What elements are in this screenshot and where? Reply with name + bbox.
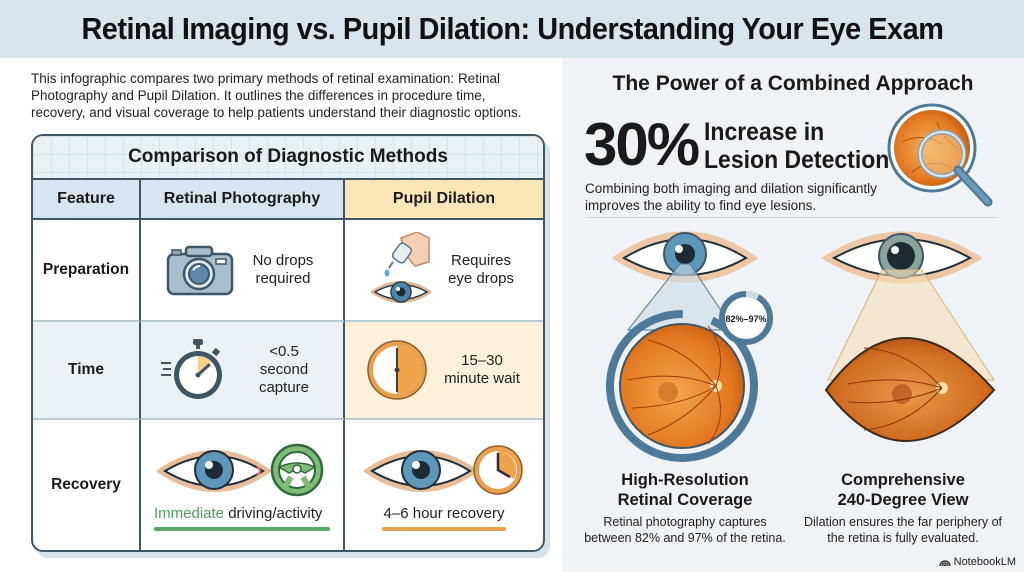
photography-recovery-text: driving/activity	[224, 505, 323, 522]
cell-photography-time: <0.5 second capture	[141, 322, 345, 420]
cell-photography-preparation: No drops required	[141, 220, 345, 322]
dilation-time-text: 15–30 minute wait	[444, 352, 520, 387]
col-header-photography: Retinal Photography	[141, 180, 345, 220]
dilation-title-line1: Comprehensive	[841, 471, 965, 489]
coverage-description: Retinal photography captures between 82%…	[584, 515, 786, 545]
cell-dilation-recovery: 4–6 hour recovery	[345, 420, 543, 550]
notebooklm-logo-icon	[938, 560, 951, 567]
cell-dilation-preparation: Requires eye drops	[345, 220, 543, 322]
branding-text: NotebookLM	[953, 556, 1016, 568]
coverage-title-line1: High-Resolution	[621, 471, 749, 489]
green-underline	[154, 527, 330, 531]
cell-dilation-time: 15–30 minute wait	[345, 322, 543, 420]
col-header-dilation: Pupil Dilation	[345, 180, 543, 220]
coverage-title-line2: Retinal Coverage	[617, 491, 753, 509]
header: Retinal Imaging vs. Pupil Dilation: Unde…	[0, 0, 1024, 58]
row-label-time: Time	[33, 322, 141, 420]
dilation-view-title: Comprehensive 240-Degree View	[798, 470, 1008, 510]
dilation-recovery-text: 4–6 hour recovery	[383, 505, 505, 522]
stat-description: Combining both imaging and dilation sign…	[585, 181, 877, 213]
col-header-feature: Feature	[33, 180, 141, 220]
orange-underline	[382, 527, 506, 531]
coverage-badge: 82%–97%	[725, 314, 766, 324]
branding: NotebookLM	[938, 556, 1016, 568]
photography-time-text: <0.5 second capture	[258, 343, 310, 396]
intro-text: This infographic compares two primary me…	[31, 71, 522, 120]
photography-recovery-highlight: Immediate	[154, 505, 225, 522]
right-panel: The Power of a Combined Approach 30% Inc…	[562, 58, 1024, 572]
dilation-view-description: Dilation ensures the far periphery of th…	[803, 515, 1003, 545]
row-label-preparation: Preparation	[33, 220, 141, 322]
left-panel: This infographic compares two primary me…	[0, 58, 562, 572]
stat-value: 30%	[584, 111, 700, 178]
camera-icon	[166, 245, 234, 296]
clock-icon	[367, 340, 427, 400]
photography-preparation-text: No drops required	[252, 252, 314, 287]
dilation-preparation-text: Requires eye drops	[448, 252, 514, 287]
coverage-title: High-Resolution Retinal Coverage	[580, 470, 790, 510]
stat-label-line1: Increase in	[704, 118, 825, 146]
cell-photography-recovery: Immediate driving/activity	[141, 420, 345, 550]
page-title: Retinal Imaging vs. Pupil Dilation: Unde…	[81, 11, 943, 46]
stopwatch-icon	[161, 339, 222, 399]
combined-title: The Power of a Combined Approach	[612, 72, 974, 95]
comparison-table: Comparison of Diagnostic Methods Feature…	[31, 134, 545, 552]
magnifier-retina-icon	[887, 103, 993, 207]
table-title: Comparison of Diagnostic Methods	[33, 136, 543, 180]
section-divider	[586, 217, 998, 218]
eye-clock-icon	[364, 445, 523, 495]
stat-label: Increase in Lesion Detection	[704, 118, 889, 174]
retinal-coverage-illustration: 82%–97%	[606, 231, 773, 462]
dilation-title-line2: 240-Degree View	[837, 491, 969, 509]
row-label-recovery: Recovery	[33, 420, 141, 550]
eye-drops-icon	[371, 232, 431, 303]
dilation-view-illustration	[821, 231, 996, 442]
stat-label-line2: Lesion Detection	[704, 146, 890, 174]
eye-steering-wheel-icon	[157, 443, 324, 497]
